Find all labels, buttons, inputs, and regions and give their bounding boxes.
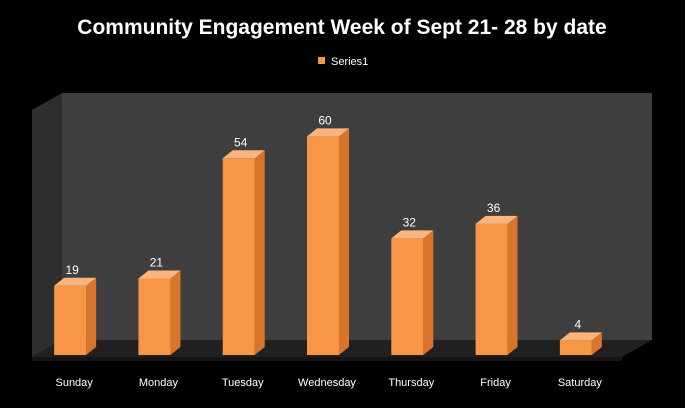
bar-top <box>559 332 602 341</box>
bars-group <box>54 128 602 355</box>
data-label: 19 <box>65 263 79 277</box>
bar-top <box>54 277 97 286</box>
bar-friday <box>475 215 518 355</box>
bar-wednesday <box>307 128 349 355</box>
x-tick-label: Friday <box>480 377 511 389</box>
bar-front <box>475 223 508 355</box>
bar-tuesday <box>222 150 265 355</box>
data-label: 54 <box>234 135 248 149</box>
x-tick-label: Saturday <box>558 377 603 389</box>
x-tick-label: Sunday <box>55 377 93 389</box>
bar-monday <box>138 270 181 355</box>
x-tick-label: Wednesday <box>298 377 356 389</box>
data-label: 32 <box>403 215 417 229</box>
legend-swatch <box>318 57 325 64</box>
bar-front <box>54 285 87 355</box>
data-label: 60 <box>318 113 332 127</box>
x-tick-label: Tuesday <box>222 377 264 389</box>
bar-side <box>591 332 602 355</box>
legend: Series1 <box>318 56 368 68</box>
bar-thursday <box>391 230 434 355</box>
floor-edge <box>32 357 622 361</box>
bar-front <box>222 158 255 355</box>
bar-front <box>307 136 339 355</box>
bar-top <box>307 128 349 137</box>
bar-side <box>170 270 181 355</box>
chart-title: Community Engagement Week of Sept 21- 28… <box>77 16 606 39</box>
bar-side <box>507 215 518 355</box>
x-tick-label: Thursday <box>388 377 434 389</box>
data-label: 4 <box>575 317 582 331</box>
x-axis-tick-labels: Sunday Monday Tuesday Wednesday Thursday Frid… <box>55 377 602 389</box>
bar-side <box>86 277 97 355</box>
data-label: 36 <box>487 201 501 215</box>
bar-front <box>138 278 171 355</box>
legend-label: Series1 <box>331 56 368 68</box>
bar-front <box>391 238 424 355</box>
bar-top <box>475 215 518 224</box>
x-tick-label: Monday <box>139 377 179 389</box>
bar-top <box>391 230 434 239</box>
data-label: 21 <box>150 256 164 270</box>
data-labels-group: 19 21 54 60 32 36 4 <box>65 113 581 331</box>
bar-top <box>222 150 265 159</box>
bar-top <box>138 270 181 279</box>
bar-side <box>254 150 265 355</box>
bar-front <box>559 340 592 355</box>
bar-side <box>423 230 434 355</box>
bar-saturday <box>559 332 602 355</box>
bar-sunday <box>54 277 97 355</box>
bar-side <box>339 128 349 355</box>
